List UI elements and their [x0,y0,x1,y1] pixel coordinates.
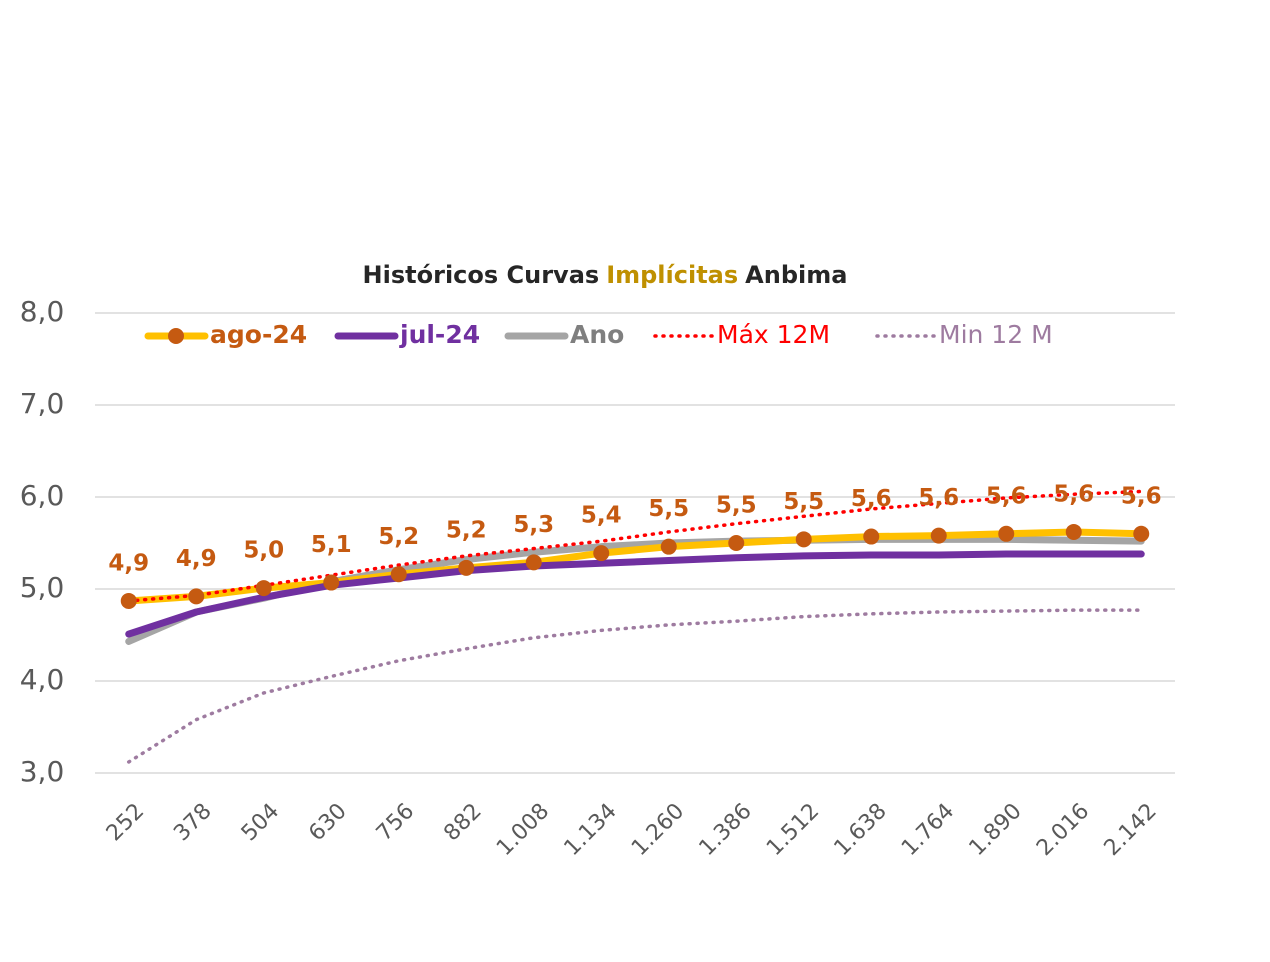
legend-marker [168,328,184,344]
series-line [125,528,1145,605]
data-point [795,531,812,548]
data-point [323,574,340,591]
data-label: 5,6 [1121,483,1162,509]
data-point [728,535,745,551]
data-point [930,527,947,544]
y-tick-label: 6,0 [20,479,65,512]
y-tick-label: 4,0 [20,663,65,696]
series-line [125,550,1145,638]
data-label: 5,6 [851,486,892,512]
legend-label: Ano [570,320,624,349]
data-point [1065,523,1082,540]
data-point [1133,525,1150,542]
x-tick-label: 252 [102,799,149,846]
data-label: 5,1 [311,532,352,558]
legend-label: jul-24 [399,320,480,349]
data-point [188,588,205,605]
x-tick-label: 378 [169,799,216,846]
data-label: 5,0 [243,538,284,564]
series-line [127,608,1143,764]
legend-label: Min 12 M [939,320,1053,349]
y-tick-label: 7,0 [20,387,65,420]
data-label: 5,3 [513,512,554,538]
data-label: 4,9 [176,546,217,572]
x-tick-label: 1.890 [965,799,1027,861]
x-tick-label: 1.764 [897,799,959,861]
x-tick-label: 504 [237,799,284,846]
y-tick-label: 3,0 [20,755,65,788]
legend-label: ago-24 [210,320,307,349]
data-point [593,545,610,562]
data-label: 5,2 [446,517,487,543]
x-tick-label: 1.134 [560,799,622,861]
series-line [127,489,1143,603]
y-tick-label: 5,0 [20,571,65,604]
x-tick-label: 1.008 [492,799,554,861]
data-label: 5,4 [581,503,622,529]
data-point [458,559,475,576]
x-tick-label: 756 [372,799,419,846]
data-label: 5,2 [378,524,419,550]
x-tick-label: 2.142 [1100,799,1162,861]
title-part: Implícitas [606,261,738,289]
data-label: 5,5 [783,489,824,515]
data-label: 5,6 [918,485,959,511]
title-part: Anbima [745,261,847,289]
data-label: 5,6 [986,483,1027,509]
data-point [525,554,542,571]
data-label: 5,5 [648,496,689,522]
x-tick-label: 2.016 [1032,799,1094,861]
x-tick-label: 882 [439,799,486,846]
x-tick-label: 1.512 [762,799,824,861]
data-point [998,525,1015,542]
chart-title: Históricos Curvas Implícitas Anbima [363,261,848,289]
data-point [863,528,880,545]
x-tick-label: 1.386 [695,799,757,861]
data-label: 5,5 [716,493,757,519]
legend-label: Máx 12M [717,320,830,349]
x-tick-label: 1.638 [830,799,892,861]
data-point [390,566,407,583]
data-point [120,592,137,609]
x-tick-label: 630 [304,799,351,846]
y-tick-label: 8,0 [20,295,65,328]
data-point [660,538,677,555]
data-point [255,580,272,597]
title-part: Históricos Curvas [363,261,600,289]
data-label: 5,6 [1053,481,1094,507]
data-label: 4,9 [108,550,149,576]
x-tick-label: 1.260 [627,799,689,861]
